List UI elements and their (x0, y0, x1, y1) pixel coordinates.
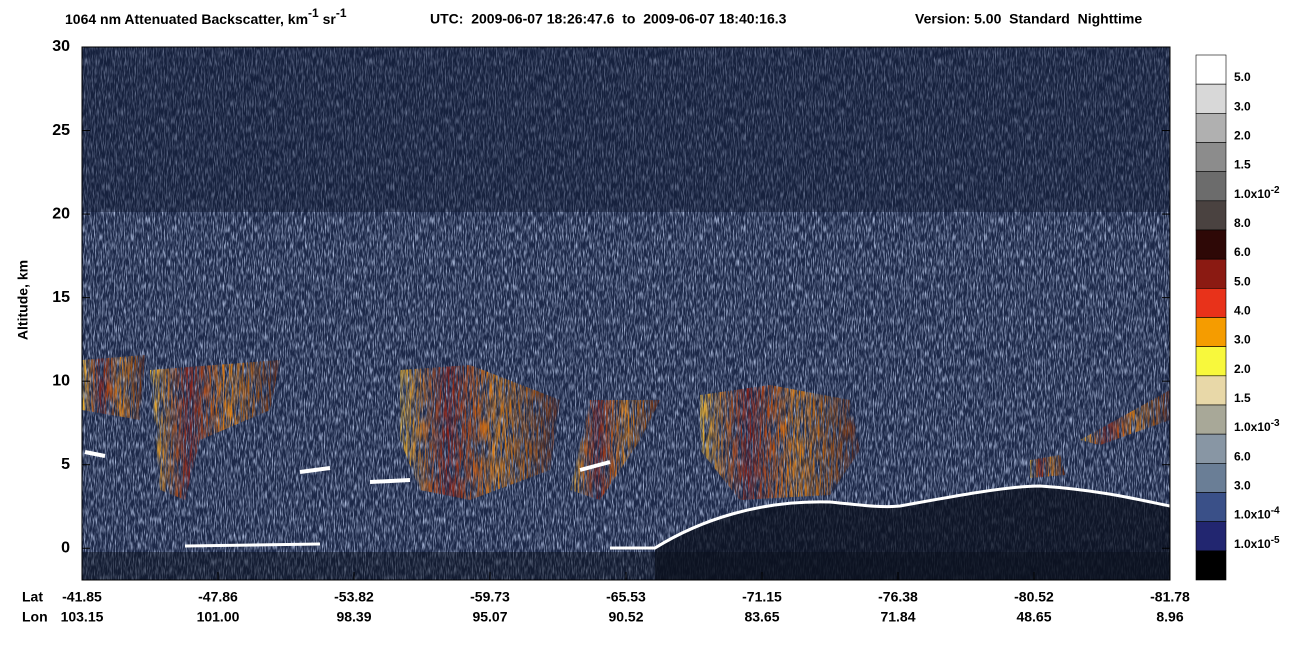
colorbar-label: 1.0x10-2 (1234, 184, 1280, 201)
y-tick-label: 20 (52, 205, 70, 222)
y-tick-label: 10 (52, 372, 70, 389)
colorbar-label: 1.5 (1234, 158, 1251, 172)
colorbar-swatch (1195, 258, 1227, 289)
colorbar-label-text: 3.0 (1234, 100, 1251, 114)
colorbar-swatch (1195, 142, 1227, 172)
lat-tick-label: -81.78 (1150, 589, 1190, 605)
colorbar-label: 1.0x10-5 (1234, 534, 1280, 551)
colorbar-label-text: 6.0 (1234, 245, 1251, 259)
colorbar-label: 2.0 (1234, 362, 1251, 376)
colorbar-swatch (1195, 492, 1227, 522)
colorbar-swatch (1195, 113, 1227, 143)
title-version: Version: 5.00 Standard Nighttime (915, 11, 1142, 27)
title-exp: -1 (336, 6, 347, 20)
title-exp: -1 (308, 6, 319, 20)
backscatter-image (82, 47, 1170, 580)
colorbar-label: 8.0 (1234, 216, 1251, 230)
colorbar-swatch (1195, 375, 1227, 406)
colorbar-label-text: 2.0 (1234, 129, 1251, 143)
lat-tick-label: -53.82 (334, 589, 374, 605)
colorbar-label-text: 8.0 (1234, 216, 1251, 230)
lon-tick-label: 83.65 (744, 609, 779, 625)
title-main: 1064 nm Attenuated Backscatter, km (65, 11, 308, 27)
colorbar-swatch (1195, 54, 1227, 85)
colorbar-label-text: 6.0 (1234, 450, 1251, 464)
lon-label: Lon (22, 609, 48, 625)
lat-label: Lat (22, 589, 43, 605)
colorbar-label: 5.0 (1234, 275, 1251, 289)
lon-tick-label: 95.07 (472, 609, 507, 625)
colorbar-label-exp: -4 (1271, 505, 1280, 516)
title-time: UTC: 2009-06-07 18:26:47.6 to 2009-06-07… (430, 11, 787, 27)
lat-tick-label: -65.53 (606, 589, 646, 605)
y-tick-label: 0 (61, 539, 70, 556)
colorbar-label-text: 1.0x10 (1234, 508, 1271, 522)
colorbar-swatch (1195, 433, 1227, 464)
colorbar-label: 5.0 (1234, 70, 1251, 84)
y-tick-label: 30 (52, 38, 70, 55)
colorbar-label-text: 2.0 (1234, 362, 1251, 376)
colorbar-label-text: 4.0 (1234, 304, 1251, 318)
colorbar-label-exp: -3 (1271, 418, 1280, 429)
colorbar-swatch (1195, 288, 1227, 318)
colorbar-label: 4.0 (1234, 304, 1251, 318)
colorbar-label: 3.0 (1234, 100, 1251, 114)
colorbar-label-text: 5.0 (1234, 275, 1251, 289)
lat-tick-label: -47.86 (198, 589, 238, 605)
colorbar-label: 2.0 (1234, 129, 1251, 143)
lat-tick-label: -76.38 (878, 589, 918, 605)
lon-tick-label: 90.52 (608, 609, 643, 625)
colorbar-label: 3.0 (1234, 333, 1251, 347)
colorbar-swatch (1195, 463, 1227, 493)
lon-tick-label: 48.65 (1016, 609, 1051, 625)
colorbar-label: 1.0x10-3 (1234, 418, 1280, 435)
colorbar-swatch (1195, 404, 1227, 435)
colorbar-label-text: 3.0 (1234, 333, 1251, 347)
colorbar-swatch (1195, 83, 1227, 114)
colorbar-swatch (1195, 200, 1227, 231)
colorbar-label: 1.0x10-4 (1234, 505, 1280, 522)
lon-tick-label: 98.39 (336, 609, 371, 625)
lon-tick-label: 101.00 (197, 609, 240, 625)
colorbar-swatch (1195, 317, 1227, 347)
colorbar-label-exp: -2 (1271, 184, 1280, 195)
colorbar-label-text: 1.5 (1234, 391, 1251, 405)
colorbar-label-text: 1.0x10 (1234, 537, 1271, 551)
colorbar-label-exp: -5 (1271, 534, 1280, 545)
y-axis-label: Altitude, km (15, 260, 31, 340)
colorbar-label: 6.0 (1234, 245, 1251, 259)
colorbar-label-text: 1.5 (1234, 158, 1251, 172)
colorbar-swatch (1195, 550, 1227, 581)
colorbar-label: 3.0 (1234, 479, 1251, 493)
colorbar-swatch (1195, 171, 1227, 202)
colorbar-label-text: 5.0 (1234, 70, 1251, 84)
lon-tick-label: 103.15 (61, 609, 104, 625)
colorbar-label-text: 1.0x10 (1234, 187, 1271, 201)
y-tick-label: 25 (52, 122, 70, 139)
colorbar-swatch (1195, 521, 1227, 552)
lon-tick-label: 71.84 (880, 609, 915, 625)
lat-tick-label: -71.15 (742, 589, 782, 605)
chart-title: 1064 nm Attenuated Backscatter, km-1 sr-… (65, 6, 347, 27)
title-unit: sr (319, 11, 337, 27)
colorbar-label: 6.0 (1234, 450, 1251, 464)
colorbar-label-text: 3.0 (1234, 479, 1251, 493)
y-tick-label: 5 (61, 456, 70, 473)
colorbar-swatch (1195, 346, 1227, 377)
colorbar-label-text: 1.0x10 (1234, 420, 1271, 434)
lon-tick-label: 8.96 (1156, 609, 1183, 625)
y-tick-label: 15 (52, 289, 70, 306)
lat-tick-label: -41.85 (62, 589, 102, 605)
lat-tick-label: -59.73 (470, 589, 510, 605)
colorbar-swatch (1195, 229, 1227, 260)
colorbar-label: 1.5 (1234, 391, 1251, 405)
lat-tick-label: -80.52 (1014, 589, 1054, 605)
